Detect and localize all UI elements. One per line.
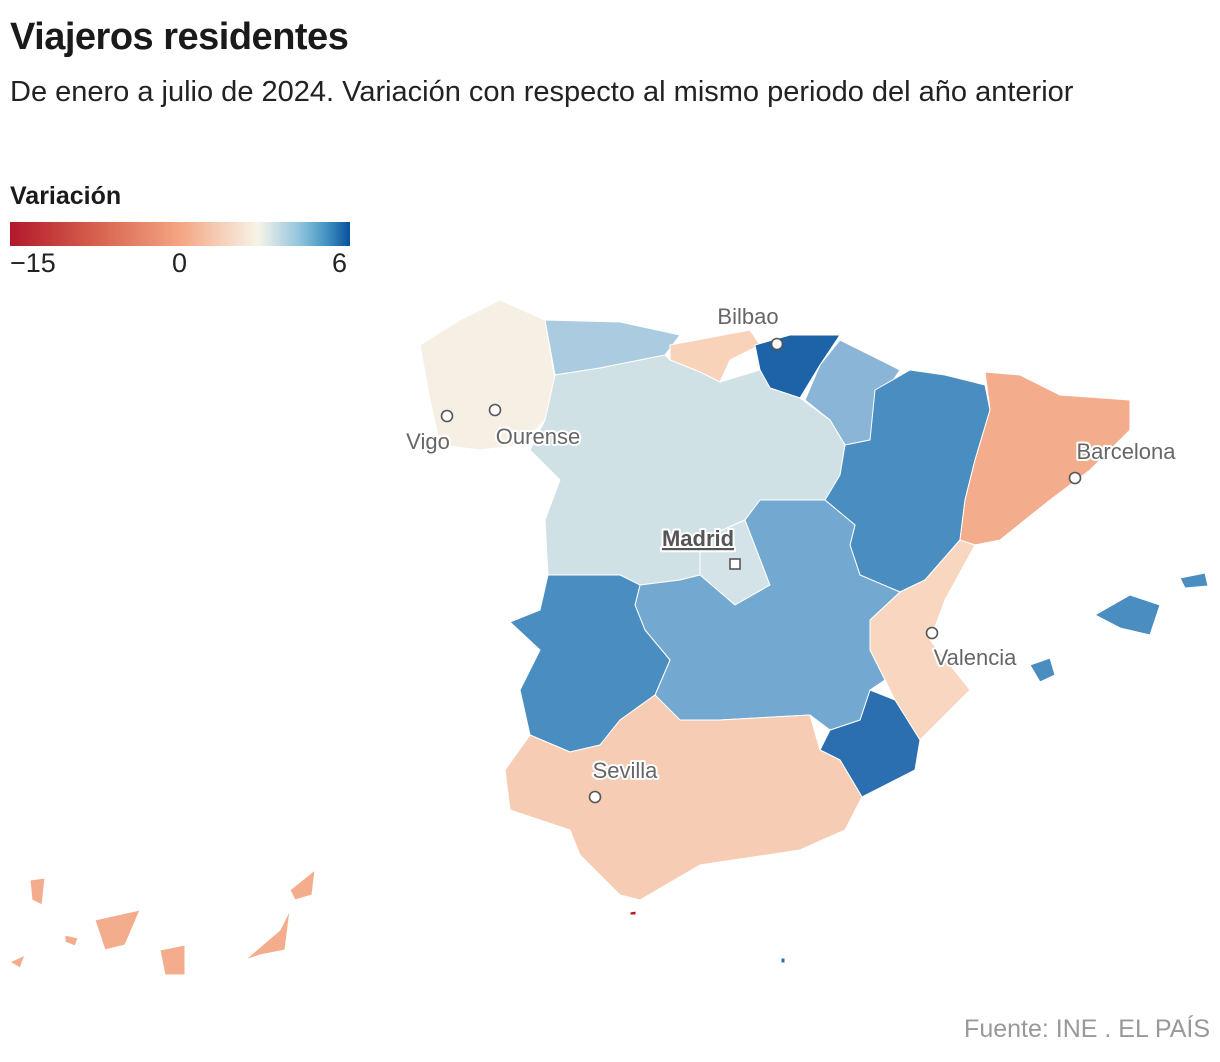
city-label: Bilbao [717, 304, 778, 329]
city-marker-icon [770, 337, 784, 351]
city-marker-icon [925, 626, 939, 640]
region-shape [959, 371, 1131, 546]
region-baleares[interactable] [1029, 572, 1209, 683]
city-label: Madrid [662, 526, 734, 551]
region-andalucia[interactable] [504, 694, 863, 901]
region-shape [1094, 594, 1161, 636]
region-shape [64, 934, 79, 947]
region-ceuta[interactable] [629, 910, 637, 916]
region-shape [244, 909, 291, 961]
legend-title: Variación [10, 182, 122, 210]
city-sevilla: Sevilla [588, 756, 660, 804]
city-marker-icon [488, 403, 502, 417]
capital-marker-icon [729, 558, 741, 570]
city-madrid: Madrid [660, 524, 741, 570]
city-marker-icon [440, 409, 454, 423]
city-label: Vigo [406, 429, 450, 454]
legend-max-label: 6 [332, 248, 348, 278]
region-shape [504, 694, 863, 901]
city-marker-icon [588, 790, 602, 804]
region-shape [289, 869, 316, 901]
source-credit: Fuente: INE . EL PAÍS [964, 1015, 1210, 1043]
chart-subtitle: De enero a julio de 2024. Variación con … [10, 76, 1074, 108]
city-marker-icon [1068, 471, 1082, 485]
city-bilbao: Bilbao [715, 302, 784, 351]
region-shape [29, 877, 46, 906]
city-valencia: Valencia [925, 626, 1019, 672]
city-ourense: Ourense [488, 403, 582, 451]
legend-color-scale [10, 222, 350, 246]
region-melilla[interactable] [780, 957, 786, 964]
region-shape [159, 944, 186, 976]
region-shape [1029, 657, 1056, 683]
city-label: Sevilla [593, 758, 659, 783]
legend-mid-label: 0 [172, 248, 188, 278]
city-barcelona: Barcelona [1068, 437, 1178, 485]
region-shape [94, 909, 141, 951]
legend-min-label: −15 [10, 248, 56, 278]
region-shape [9, 954, 26, 969]
city-label: Barcelona [1076, 439, 1176, 464]
region-shape [780, 957, 786, 964]
region-shape [1179, 572, 1209, 589]
region-canarias[interactable] [9, 869, 316, 976]
chart-title: Viajeros residentes [10, 16, 349, 58]
city-label: Valencia [934, 645, 1018, 670]
city-label: Ourense [496, 424, 580, 449]
region-cataluna[interactable] [959, 371, 1131, 546]
region-shape [629, 910, 637, 916]
city-vigo: Vigo [404, 409, 454, 456]
